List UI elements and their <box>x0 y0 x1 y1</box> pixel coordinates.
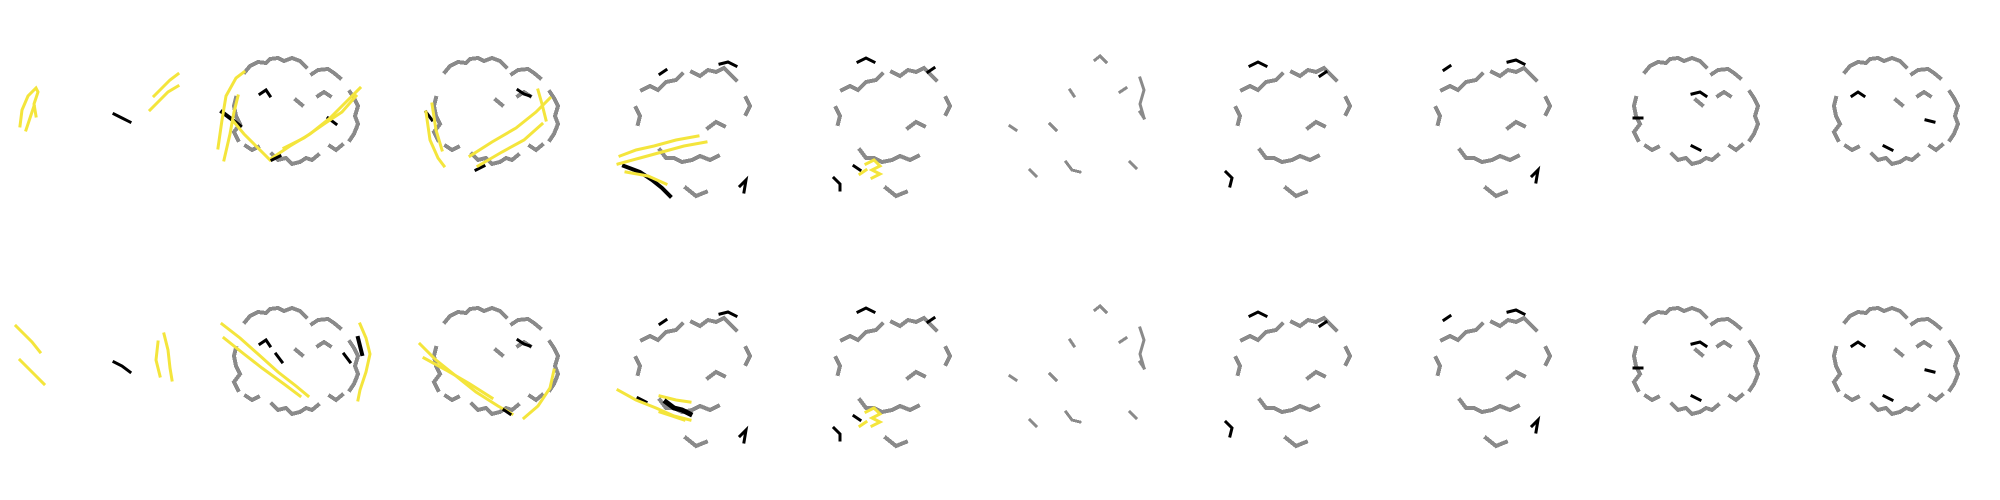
slice-1-bottom <box>13 323 47 387</box>
slice-5-bottom <box>615 310 752 448</box>
slice-5-top <box>616 60 752 199</box>
slice-11-bottom <box>1832 306 1960 416</box>
slice-6-bottom <box>831 306 952 448</box>
slice-8-bottom <box>1127 310 1352 448</box>
slice-6-top <box>831 56 952 198</box>
slice-10-bottom <box>1632 306 1760 416</box>
slice-2-bottom <box>111 332 174 382</box>
slice-4-bottom <box>417 306 560 421</box>
slice-4-top <box>423 56 560 173</box>
slice-11-top <box>1832 56 1960 166</box>
slice-3-top <box>216 56 363 166</box>
slice-9-bottom <box>1434 308 1552 448</box>
slice-7-top <box>1007 54 1146 179</box>
slice-1-top <box>18 85 40 132</box>
slice-3-bottom <box>219 306 372 416</box>
slice-8-top <box>1127 60 1352 198</box>
slice-7-bottom <box>1007 304 1146 429</box>
slice-2-top <box>111 71 181 125</box>
slice-10-top <box>1632 56 1760 166</box>
slice-9-top <box>1434 58 1552 198</box>
